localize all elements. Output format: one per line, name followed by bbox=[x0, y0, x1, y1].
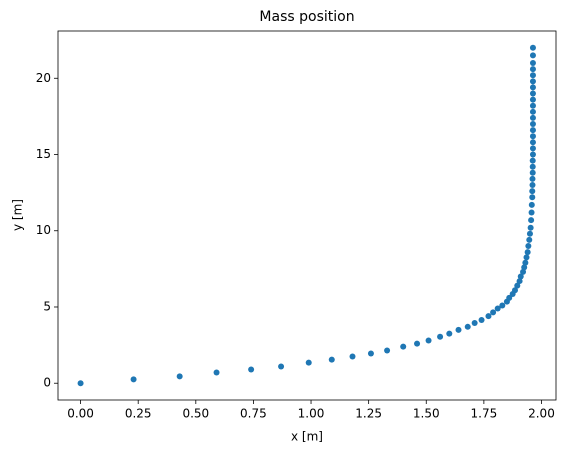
point bbox=[529, 182, 536, 189]
point bbox=[511, 287, 518, 294]
point bbox=[526, 230, 533, 237]
point bbox=[130, 376, 137, 383]
chart-title: Mass position bbox=[259, 9, 354, 25]
x-tick-label: 1.00 bbox=[298, 407, 325, 421]
point bbox=[529, 96, 536, 103]
x-axis-label: x [m] bbox=[291, 430, 323, 444]
point bbox=[529, 157, 536, 164]
x-tick-label: 1.75 bbox=[471, 407, 498, 421]
point bbox=[529, 66, 536, 73]
point bbox=[367, 350, 374, 357]
y-tick-label: 15 bbox=[36, 147, 51, 161]
point bbox=[525, 242, 532, 249]
point bbox=[446, 330, 453, 337]
point bbox=[528, 201, 535, 208]
point bbox=[529, 194, 536, 201]
point bbox=[529, 90, 536, 97]
point bbox=[384, 347, 391, 354]
point bbox=[529, 145, 536, 152]
point bbox=[529, 52, 536, 59]
point bbox=[529, 169, 536, 176]
point bbox=[478, 316, 485, 323]
point bbox=[328, 356, 335, 363]
point bbox=[529, 108, 536, 115]
point bbox=[522, 259, 529, 266]
point bbox=[528, 209, 535, 216]
point bbox=[529, 121, 536, 128]
point bbox=[514, 282, 521, 289]
point bbox=[529, 102, 536, 109]
point bbox=[527, 224, 534, 231]
point bbox=[529, 114, 536, 121]
point bbox=[494, 305, 501, 312]
point bbox=[77, 380, 84, 387]
point bbox=[455, 326, 462, 333]
point bbox=[499, 302, 506, 309]
point bbox=[526, 236, 533, 243]
point bbox=[517, 273, 524, 280]
point bbox=[400, 343, 407, 350]
x-tick-label: 0.75 bbox=[240, 407, 267, 421]
point bbox=[305, 359, 312, 366]
point bbox=[528, 217, 535, 224]
point bbox=[529, 44, 536, 51]
y-tick-label: 10 bbox=[36, 223, 51, 237]
point bbox=[176, 373, 183, 380]
point bbox=[529, 139, 536, 146]
point bbox=[529, 188, 536, 195]
point bbox=[414, 340, 421, 347]
point bbox=[529, 163, 536, 170]
x-tick-label: 1.50 bbox=[413, 407, 440, 421]
x-tick-label: 0.25 bbox=[125, 407, 152, 421]
x-tick-label: 0.00 bbox=[67, 407, 94, 421]
point bbox=[520, 268, 527, 275]
point bbox=[349, 353, 356, 360]
point bbox=[529, 72, 536, 79]
x-tick-label: 1.25 bbox=[355, 407, 382, 421]
point bbox=[213, 369, 220, 376]
y-tick-label: 5 bbox=[43, 299, 51, 313]
point bbox=[529, 60, 536, 67]
point bbox=[521, 264, 528, 271]
point bbox=[529, 175, 536, 182]
point bbox=[437, 333, 444, 340]
y-tick-label: 0 bbox=[43, 376, 51, 390]
point bbox=[471, 319, 478, 326]
point bbox=[506, 294, 513, 301]
plot-frame bbox=[57, 30, 557, 401]
point bbox=[490, 309, 497, 316]
point bbox=[485, 313, 492, 320]
point bbox=[278, 363, 285, 370]
x-tick-label: 0.50 bbox=[182, 407, 209, 421]
point bbox=[524, 249, 531, 256]
x-tick-label: 2.00 bbox=[528, 407, 555, 421]
point bbox=[425, 337, 432, 344]
point bbox=[464, 323, 471, 330]
point bbox=[529, 84, 536, 91]
point bbox=[248, 366, 255, 373]
y-axis-label: y [m] bbox=[11, 199, 25, 231]
point bbox=[529, 127, 536, 134]
point bbox=[516, 278, 523, 285]
point bbox=[529, 151, 536, 158]
point bbox=[523, 254, 530, 261]
point bbox=[529, 133, 536, 140]
y-tick-label: 20 bbox=[36, 71, 51, 85]
point bbox=[529, 78, 536, 85]
